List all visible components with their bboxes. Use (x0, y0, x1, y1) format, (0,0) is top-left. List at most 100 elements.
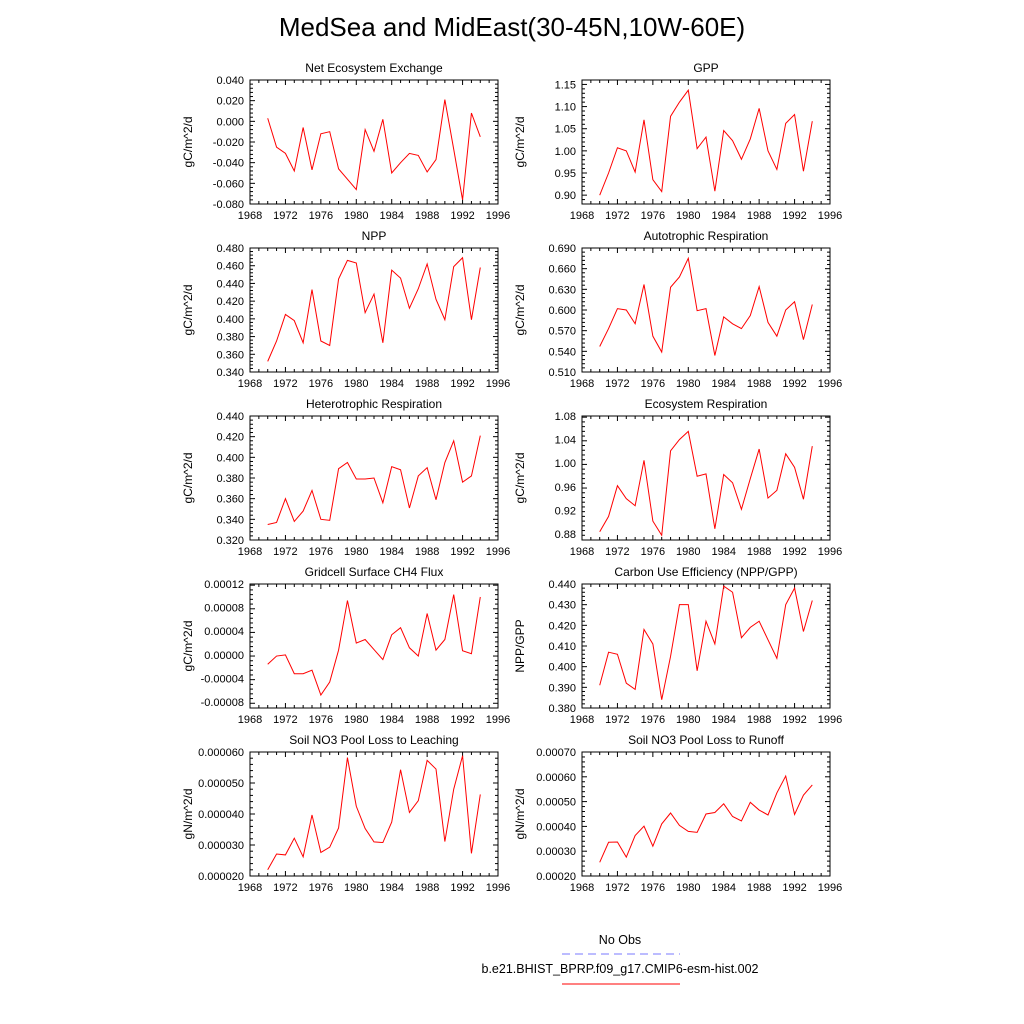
x-tick-label: 1972 (605, 546, 629, 558)
chart-panel: Gridcell Surface CH4 Flux gC/m^2/d 1968 197… (181, 565, 510, 726)
x-tick-label: 1980 (676, 546, 700, 558)
plot-frame (249, 751, 499, 877)
panel-title: Net Ecosystem Exchange (305, 61, 443, 75)
y-tick-label: 0.00000 (204, 650, 244, 662)
y-tick-label: 0.000050 (198, 778, 244, 790)
y-tick-label: 0.000030 (198, 840, 244, 852)
x-tick-label: 1972 (273, 714, 297, 726)
x-tick-label: 1972 (273, 546, 297, 558)
x-tick-label: 1988 (415, 714, 439, 726)
y-axis-label: NPP/GPP (513, 619, 527, 672)
y-tick-label: 0.88 (555, 529, 576, 541)
series-line (599, 256, 813, 356)
chart-panel: Autotrophic Respiration gC/m^2/d 1968 1972 1… (513, 229, 842, 390)
x-tick-label: 1976 (641, 714, 665, 726)
panel-title: Autotrophic Respiration (644, 229, 769, 243)
chart-panel: GPP gC/m^2/d 1968 1972 1976 1980 1984 1988 1992 1… (513, 61, 842, 222)
y-axis-label: gC/m^2/d (181, 453, 195, 504)
x-tick-label: 1992 (450, 714, 474, 726)
x-tick-label: 1996 (486, 882, 510, 894)
y-tick-label: 0.410 (548, 641, 576, 653)
y-axis-label: gN/m^2/d (513, 789, 527, 840)
x-tick-label: 1984 (711, 378, 735, 390)
x-tick-label: 1968 (238, 882, 262, 894)
y-tick-label: -0.00008 (201, 697, 244, 709)
x-tick-label: 1972 (605, 210, 629, 222)
y-tick-label: 0.390 (548, 682, 576, 694)
y-tick-label: 1.05 (555, 124, 576, 136)
x-tick-label: 1996 (818, 546, 842, 558)
x-tick-label: 1968 (238, 210, 262, 222)
x-tick-label: 1984 (379, 378, 403, 390)
panel-title: Heterotrophic Respiration (306, 397, 442, 411)
x-tick-label: 1972 (273, 882, 297, 894)
y-tick-label: 1.15 (555, 79, 576, 91)
y-tick-label: 0.440 (548, 579, 576, 591)
x-tick-label: 1988 (415, 882, 439, 894)
chart-panel: Net Ecosystem Exchange gC/m^2/d 1968 1972 19… (181, 61, 510, 222)
series-line (599, 585, 813, 700)
x-tick-label: 1996 (486, 210, 510, 222)
series-line (599, 774, 813, 863)
chart-panels: Net Ecosystem Exchange gC/m^2/d 1968 1972 19… (181, 61, 842, 894)
chart-panel: Soil NO3 Pool Loss to Runoff gN/m^2/d 1968… (513, 733, 842, 894)
y-tick-label: 0.00020 (536, 871, 576, 883)
plot-frame (249, 415, 499, 541)
y-tick-label: -0.020 (213, 137, 244, 149)
x-tick-label: 1984 (711, 714, 735, 726)
x-tick-label: 1980 (344, 378, 368, 390)
y-tick-label: 0.400 (216, 452, 244, 464)
plot-frame (581, 79, 831, 205)
y-tick-label: 0.340 (216, 514, 244, 526)
y-axis-label: gC/m^2/d (181, 285, 195, 336)
y-tick-label: -0.00004 (201, 673, 244, 685)
panel-title: Ecosystem Respiration (645, 397, 768, 411)
y-tick-label: 0.380 (216, 332, 244, 344)
x-tick-label: 1988 (415, 546, 439, 558)
y-tick-label: 0.660 (548, 264, 576, 276)
y-tick-label: 0.92 (555, 505, 576, 517)
x-tick-label: 1992 (782, 546, 806, 558)
y-tick-label: 0.510 (548, 367, 576, 379)
x-tick-label: 1984 (711, 882, 735, 894)
y-tick-label: 1.00 (555, 458, 576, 470)
y-tick-label: 0.020 (216, 96, 244, 108)
y-tick-label: 0.00030 (536, 846, 576, 858)
y-axis-label: gC/m^2/d (181, 621, 195, 672)
panel-title: Soil NO3 Pool Loss to Leaching (289, 733, 458, 747)
series-line (267, 435, 481, 525)
y-tick-label: 0.000060 (198, 747, 244, 759)
series-line (599, 430, 813, 537)
x-tick-label: 1980 (676, 378, 700, 390)
x-tick-label: 1968 (238, 378, 262, 390)
y-tick-label: 0.00040 (536, 821, 576, 833)
plot-frame (249, 79, 499, 205)
plot-frame (581, 751, 831, 877)
y-tick-label: -0.080 (213, 199, 244, 211)
x-tick-label: 1968 (238, 546, 262, 558)
panel-title: NPP (362, 229, 387, 243)
x-tick-label: 1984 (379, 882, 403, 894)
x-tick-label: 1988 (747, 210, 771, 222)
plot-frame (249, 247, 499, 373)
y-tick-label: 0.340 (216, 367, 244, 379)
x-tick-label: 1968 (570, 714, 594, 726)
y-tick-label: 0.380 (216, 473, 244, 485)
x-tick-label: 1988 (415, 210, 439, 222)
y-tick-label: 0.570 (548, 326, 576, 338)
x-tick-label: 1976 (309, 210, 333, 222)
y-axis-label: gC/m^2/d (181, 117, 195, 168)
y-tick-label: 0.440 (216, 411, 244, 423)
x-tick-label: 1984 (379, 546, 403, 558)
x-tick-label: 1988 (747, 882, 771, 894)
x-tick-label: 1972 (273, 378, 297, 390)
y-tick-label: 0.360 (216, 494, 244, 506)
figure-title: MedSea and MidEast(30-45N,10W-60E) (278, 12, 746, 42)
x-tick-label: 1980 (676, 210, 700, 222)
y-tick-label: 0.00004 (204, 626, 244, 638)
x-tick-label: 1968 (570, 546, 594, 558)
x-tick-label: 1996 (818, 714, 842, 726)
panel-title: Soil NO3 Pool Loss to Runoff (628, 733, 785, 747)
y-tick-label: 0.00012 (204, 579, 244, 591)
x-tick-label: 1980 (676, 714, 700, 726)
